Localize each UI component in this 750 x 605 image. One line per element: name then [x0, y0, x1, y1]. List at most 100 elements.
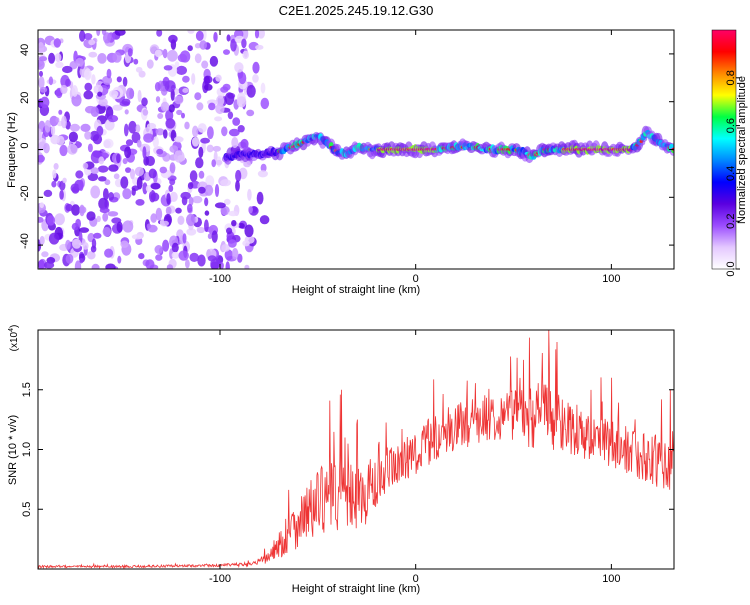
heatmap-noise-cell: [104, 179, 111, 186]
heatmap-noise-cell: [106, 68, 112, 79]
heatmap-noise-cell: [236, 96, 247, 108]
heatmap-noise-cell: [228, 239, 237, 248]
heatmap-noise-cell: [62, 65, 73, 74]
heatmap-noise-cell: [197, 254, 206, 267]
heatmap-noise-cell: [197, 123, 207, 133]
heatmap-noise-cell: [231, 220, 237, 227]
heatmap-noise-cell: [226, 34, 231, 42]
heatmap-noise-cell: [165, 206, 172, 215]
heatmap-noise-cell: [60, 84, 68, 94]
heatmap-noise-cell: [86, 211, 96, 221]
heatmap-noise-cell: [84, 82, 93, 92]
heatmap-noise-cell: [122, 188, 132, 200]
heatmap-noise-cell: [259, 215, 270, 225]
heatmap-noise-cell: [174, 61, 180, 68]
heatmap-noise-cell: [103, 138, 114, 149]
heatmap-noise-cell: [244, 224, 254, 238]
heatmap-noise-cell: [98, 176, 107, 182]
svg-text:(x104): (x104): [8, 325, 20, 352]
heatmap-noise-cell: [38, 42, 45, 54]
heatmap-noise-cell: [39, 202, 44, 209]
heatmap-noise-cell: [87, 251, 96, 260]
heatmap-noise-cell: [59, 180, 66, 191]
heatmap-noise-cell: [98, 156, 105, 165]
heatmap-noise-cell: [54, 53, 62, 63]
heatmap-noise-cell: [227, 210, 239, 217]
heatmap-noise-cell: [182, 75, 190, 83]
heatmap-noise-cell: [80, 123, 91, 132]
spectrogram-x-tick-label: 100: [602, 273, 620, 285]
heatmap-noise-cell: [198, 170, 205, 179]
heatmap-noise-cell: [122, 158, 128, 165]
heatmap-noise-cell: [257, 170, 268, 178]
heatmap-noise-cell: [221, 244, 230, 252]
heatmap-noise-cell: [88, 39, 96, 46]
heatmap-noise-cell: [65, 239, 71, 250]
heatmap-noise-cell: [169, 191, 178, 202]
heatmap-noise-cell: [102, 226, 112, 237]
heatmap-noise-cell: [150, 192, 160, 202]
heatmap-noise-cell: [213, 31, 218, 43]
heatmap-noise-cell: [38, 59, 45, 70]
heatmap-noise-cell: [72, 238, 82, 249]
heatmap-noise-cell: [39, 235, 45, 245]
heatmap-noise-cell: [187, 30, 195, 34]
heatmap-noise-cell: [59, 190, 64, 200]
heatmap-noise-cell: [103, 188, 109, 201]
heatmap-noise-cell: [166, 264, 173, 269]
snr-x-tick-label: 0: [413, 573, 419, 585]
heatmap-noise-cell: [215, 159, 223, 166]
heatmap-noise-cell: [58, 109, 63, 115]
heatmap-noise-cell: [181, 112, 185, 119]
heatmap-noise-cell: [162, 48, 168, 59]
heatmap-noise-cell: [88, 51, 98, 58]
heatmap-noise-cell: [242, 50, 249, 60]
heatmap-noise-cell: [83, 33, 93, 40]
heatmap-noise-cell: [240, 138, 249, 149]
heatmap-noise-cell: [244, 264, 250, 269]
heatmap-noise-cell: [252, 74, 259, 83]
spectrogram-x-ticks: -100 0 100: [209, 30, 621, 285]
heatmap-noise-cell: [82, 162, 89, 170]
heatmap-noise-cell: [74, 260, 82, 269]
heatmap-noise-cell: [160, 101, 170, 112]
heatmap-noise-cell: [43, 189, 53, 197]
heatmap-cells: [38, 30, 674, 269]
heatmap-noise-cell: [78, 227, 90, 233]
heatmap-noise-cell: [238, 72, 247, 85]
heatmap-noise-cell: [84, 131, 92, 140]
heatmap-noise-cell: [169, 162, 176, 174]
heatmap-noise-cell: [130, 168, 135, 180]
heatmap-noise-cell: [127, 48, 133, 57]
heatmap-noise-cell: [199, 40, 207, 50]
heatmap-noise-cell: [154, 82, 161, 92]
heatmap-noise-cell: [38, 76, 45, 89]
heatmap-noise-cell: [194, 53, 202, 64]
colorbar-ticks: 0.0 0.2 0.4 0.6 0.8: [725, 70, 740, 277]
heatmap-noise-cell: [165, 118, 176, 129]
heatmap-noise-cell: [168, 34, 178, 44]
heatmap-noise-cell: [204, 83, 213, 91]
heatmap-noise-cell: [228, 128, 240, 137]
heatmap-noise-cell: [102, 212, 109, 222]
heatmap-noise-cell: [246, 109, 255, 117]
heatmap-noise-cell: [168, 184, 174, 192]
snr-series-line: [38, 330, 674, 569]
heatmap-noise-cell: [168, 104, 175, 113]
heatmap-noise-cell: [104, 199, 109, 210]
heatmap-noise-cell: [177, 215, 185, 225]
heatmap-noise-cell: [68, 131, 78, 143]
heatmap-noise-cell: [231, 248, 239, 260]
colorbar-bar: [711, 29, 737, 270]
heatmap-noise-cell: [255, 44, 264, 50]
heatmap-noise-cell: [166, 193, 171, 205]
heatmap-noise-cell: [124, 109, 129, 115]
heatmap-noise-cell: [116, 153, 121, 164]
heatmap-noise-cell: [148, 168, 157, 179]
heatmap-noise-cell: [50, 124, 56, 136]
heatmap-noise-cell: [164, 80, 176, 92]
snr-y-tick-label: 1.5: [21, 382, 33, 397]
heatmap-noise-cell: [93, 232, 102, 239]
spectrogram-y-tick-label: -40: [19, 233, 31, 249]
heatmap-noise-cell: [48, 52, 56, 64]
